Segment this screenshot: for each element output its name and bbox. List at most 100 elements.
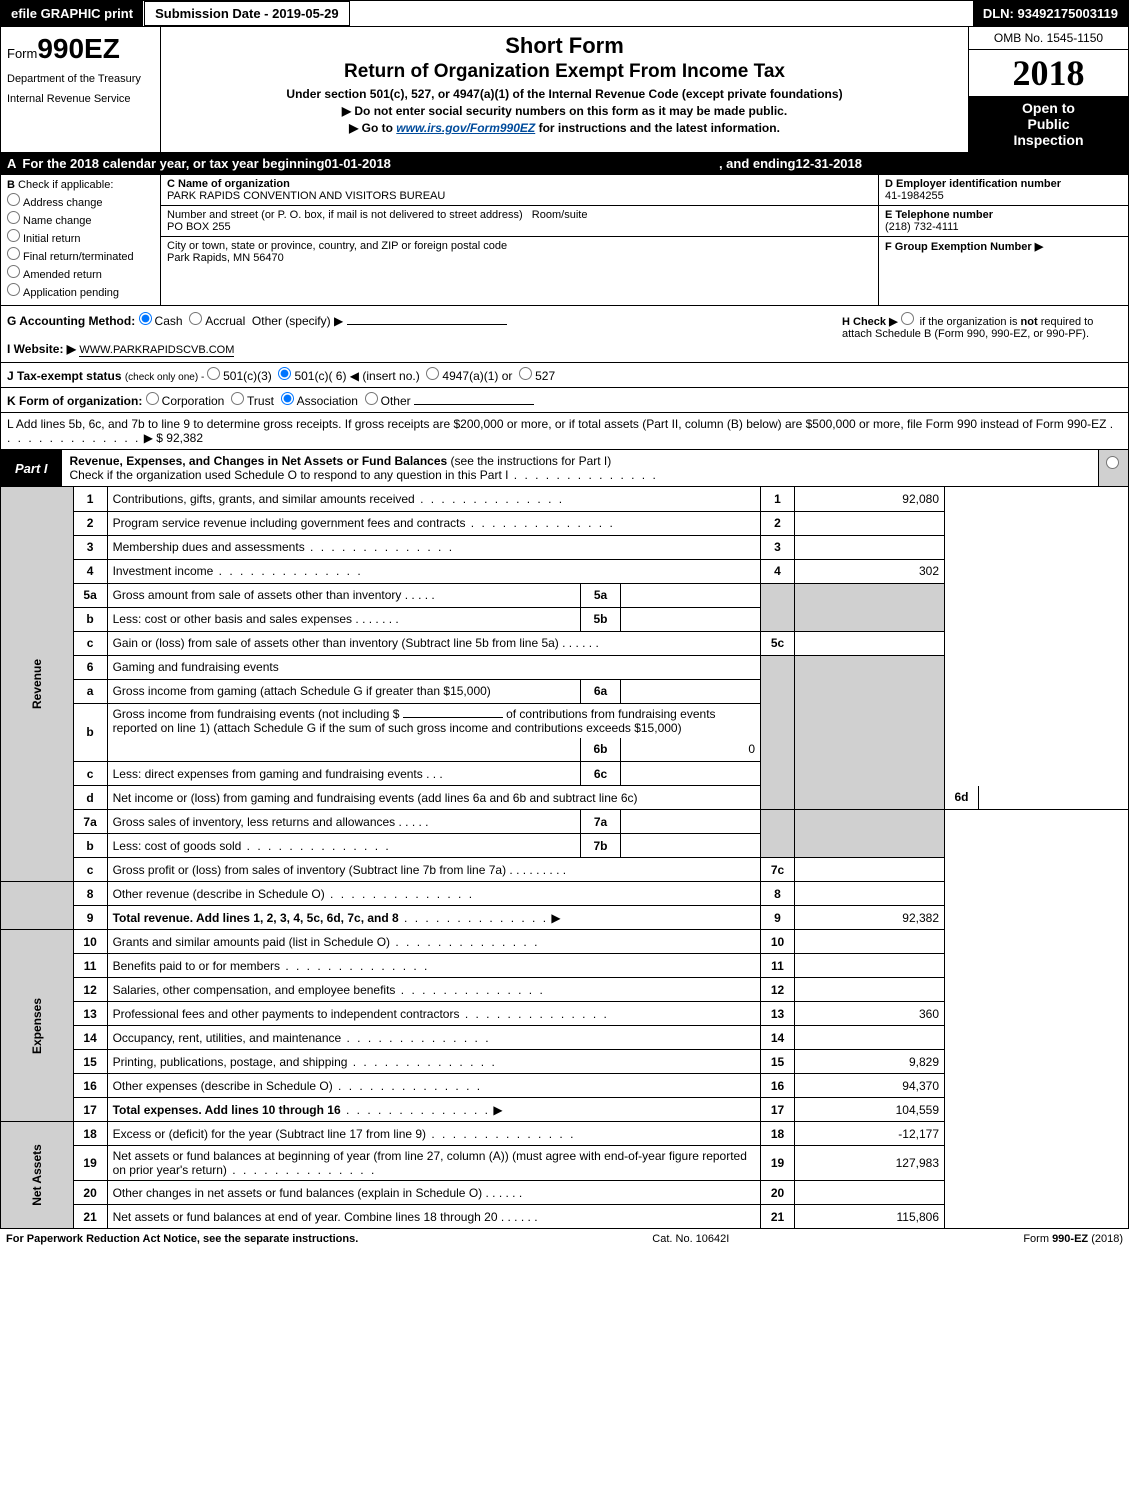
g-cash-radio[interactable]	[139, 312, 152, 325]
row-j: J Tax-exempt status (check only one) - 5…	[0, 363, 1129, 388]
ln5b-sv	[621, 607, 761, 631]
ln15-nc: 15	[761, 1050, 795, 1074]
ln14-nc: 14	[761, 1026, 795, 1050]
ln1-desc: Contributions, gifts, grants, and simila…	[113, 492, 415, 506]
ln6-num: 6	[73, 655, 107, 679]
ln5a-sv	[621, 583, 761, 607]
topbar-left: efile GRAPHIC print Submission Date - 20…	[1, 1, 350, 26]
ln5a-sub: 5a	[581, 583, 621, 607]
ln6d-val	[979, 786, 1129, 810]
ln5b-desc: Less: cost or other basis and sales expe…	[113, 612, 352, 626]
chk-amended[interactable]: Amended return	[7, 265, 154, 281]
inspect-line1: Open to	[973, 100, 1124, 116]
k-o3: Association	[297, 394, 358, 408]
opt-final: Final return/terminated	[23, 251, 134, 263]
opt-initial: Initial return	[23, 233, 80, 245]
org-name: PARK RAPIDS CONVENTION AND VISITORS BURE…	[167, 190, 445, 202]
form-number: Form990EZ	[7, 33, 154, 65]
ln21-val: 115,806	[795, 1205, 945, 1229]
opt-pending: Application pending	[23, 287, 119, 299]
j-4947-radio[interactable]	[426, 367, 439, 380]
ln6d-num: d	[73, 786, 107, 810]
j-501c3-radio[interactable]	[207, 367, 220, 380]
opt-name: Name change	[23, 215, 92, 227]
k-trust-radio[interactable]	[231, 392, 244, 405]
ln7a-sv	[621, 810, 761, 834]
k-o4: Other	[381, 394, 411, 408]
g-pre: G Accounting Method:	[7, 314, 139, 328]
c-name-lbl: C Name of organization	[167, 178, 290, 190]
j-527-radio[interactable]	[519, 367, 532, 380]
submission-date-button[interactable]: Submission Date - 2019-05-29	[144, 1, 350, 26]
ln13-desc: Professional fees and other payments to …	[113, 1007, 460, 1021]
form-prefix: Form	[7, 46, 37, 61]
ln7b-sub: 7b	[581, 834, 621, 858]
c-city-lbl: City or town, state or province, country…	[167, 240, 507, 252]
ln9-desc: Total revenue. Add lines 1, 2, 3, 4, 5c,…	[113, 911, 399, 925]
k-o1: Corporation	[162, 394, 225, 408]
ln19-desc: Net assets or fund balances at beginning…	[113, 1149, 747, 1177]
k-assoc-radio[interactable]	[281, 392, 294, 405]
header-right: OMB No. 1545-1150 2018 Open to Public In…	[968, 27, 1128, 152]
i-pre: I Website: ▶	[7, 342, 76, 356]
ln6a-sub: 6a	[581, 679, 621, 703]
ln6a-desc: Gross income from gaming (attach Schedul…	[113, 684, 491, 698]
ln15-val: 9,829	[795, 1050, 945, 1074]
k-other-radio[interactable]	[365, 392, 378, 405]
website-value: WWW.PARKRAPIDSCVB.COM	[79, 344, 234, 357]
inspection-badge: Open to Public Inspection	[969, 96, 1128, 152]
part1-title: Revenue, Expenses, and Changes in Net As…	[70, 454, 448, 468]
ln10-val	[795, 930, 945, 954]
ln9-val: 92,382	[795, 906, 945, 930]
ln3-nc: 3	[761, 535, 795, 559]
ln5a-num: 5a	[73, 583, 107, 607]
j-pre: J Tax-exempt status	[7, 369, 125, 383]
row-a-label: A	[7, 156, 16, 171]
chk-final-return[interactable]: Final return/terminated	[7, 247, 154, 263]
j-o4: 527	[535, 369, 555, 383]
ln13-val: 360	[795, 1002, 945, 1026]
tax-year: 2018	[969, 50, 1128, 96]
ln5a-desc: Gross amount from sale of assets other t…	[113, 588, 402, 602]
ln9-arrow: ▶	[551, 911, 560, 925]
h-check-radio[interactable]	[901, 312, 914, 325]
dept-irs: Internal Revenue Service	[7, 93, 154, 105]
ln10-desc: Grants and similar amounts paid (list in…	[113, 935, 390, 949]
h-txt1: if the organization is	[920, 316, 1021, 328]
ln11-nc: 11	[761, 954, 795, 978]
c-street-lbl: Number and street (or P. O. box, if mail…	[167, 209, 523, 221]
ln4-nc: 4	[761, 559, 795, 583]
ln15-num: 15	[73, 1050, 107, 1074]
chk-address-change[interactable]: Address change	[7, 193, 154, 209]
form-num: 990EZ	[37, 33, 120, 64]
ln3-val	[795, 535, 945, 559]
row-a-mid: , and ending	[719, 156, 796, 171]
k-o2: Trust	[247, 394, 274, 408]
section-b: B Check if applicable: Address change Na…	[1, 175, 161, 305]
ln6b-num: b	[73, 703, 107, 762]
ln17-val: 104,559	[795, 1098, 945, 1122]
ln16-val: 94,370	[795, 1074, 945, 1098]
chk-name-change[interactable]: Name change	[7, 211, 154, 227]
ln8-nc: 8	[761, 882, 795, 906]
h-pre: H Check ▶	[842, 316, 901, 328]
irs-link[interactable]: www.irs.gov/Form990EZ	[396, 121, 535, 135]
j-o2: 501(c)( 6) ◀ (insert no.)	[294, 369, 419, 383]
part1-badge: Part I	[1, 450, 62, 486]
efile-print-button[interactable]: efile GRAPHIC print	[1, 1, 144, 26]
part1-checkbox[interactable]	[1098, 450, 1128, 486]
g-accrual-radio[interactable]	[189, 312, 202, 325]
ln16-desc: Other expenses (describe in Schedule O)	[113, 1079, 333, 1093]
ln16-nc: 16	[761, 1074, 795, 1098]
j-501c-radio[interactable]	[278, 367, 291, 380]
ln7a-sub: 7a	[581, 810, 621, 834]
ln5b-num: b	[73, 607, 107, 631]
ln5c-desc: Gain or (loss) from sale of assets other…	[113, 636, 559, 650]
ln14-val	[795, 1026, 945, 1050]
section-c: C Name of organization PARK RAPIDS CONVE…	[161, 175, 878, 305]
chk-initial-return[interactable]: Initial return	[7, 229, 154, 245]
k-corp-radio[interactable]	[146, 392, 159, 405]
chk-pending[interactable]: Application pending	[7, 283, 154, 299]
ln18-num: 18	[73, 1122, 107, 1146]
side-revenue: Revenue	[1, 487, 74, 882]
